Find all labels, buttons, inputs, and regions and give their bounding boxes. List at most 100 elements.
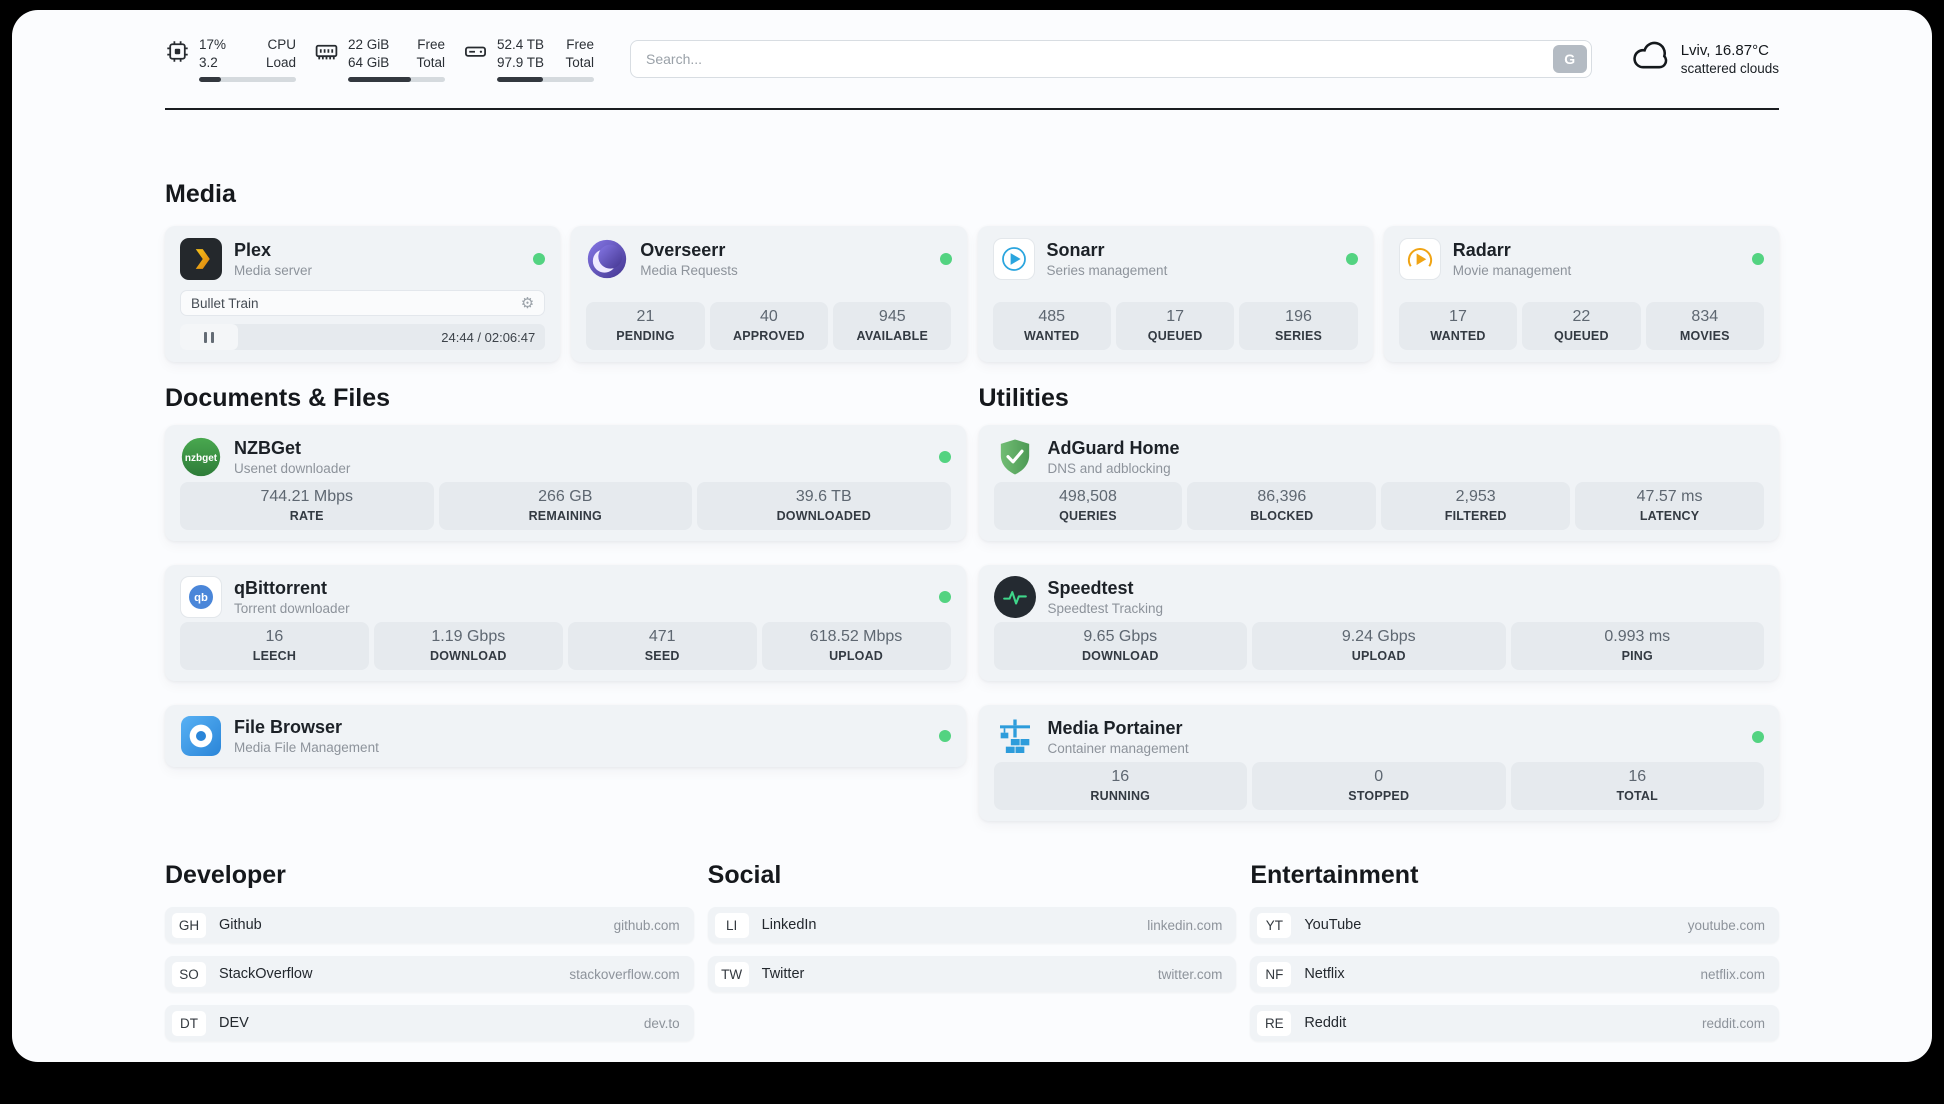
app-title: File Browser <box>234 717 343 738</box>
radarr-card[interactable]: Radarr Movie management 17 WANTED 22 QUE… <box>1383 226 1779 363</box>
section-title-social: Social <box>707 861 782 890</box>
sonarr-icon <box>992 238 1035 281</box>
stat-latency: 47.57 ms LATENCY <box>1575 482 1764 531</box>
cpu-usage-bar-fill <box>199 77 222 83</box>
weather-condition: scattered clouds <box>1680 61 1779 77</box>
storage-usage-bar-fill <box>497 77 543 83</box>
stat-available: 945 AVAILABLE <box>833 302 952 351</box>
search-engine-button[interactable]: G <box>1552 45 1587 74</box>
sonarr-card[interactable]: Sonarr Series management 485 WANTED 17 Q… <box>977 226 1373 363</box>
dashboard-page: 17% 3.2 CPU Load <box>12 10 1932 1062</box>
qbittorrent-icon: qb <box>180 576 222 619</box>
app-title: Speedtest <box>1047 578 1134 599</box>
storage-usage-bar <box>497 77 594 83</box>
portainer-icon <box>994 716 1036 758</box>
section-title-utilities: Utilities <box>978 384 1069 413</box>
adguard-icon <box>994 436 1036 478</box>
cpu-widget: 17% 3.2 CPU Load <box>165 36 296 83</box>
portainer-card[interactable]: Media Portainer Container management 16 … <box>978 705 1779 822</box>
stat-filtered: 2,953 FILTERED <box>1381 482 1571 531</box>
app-subtitle: Movie management <box>1452 263 1572 279</box>
cpu-load-value: 3.2 <box>199 54 218 70</box>
storage-total-value: 97.9 TB <box>497 54 545 70</box>
stat-running: 16 RUNNING <box>993 762 1247 811</box>
svg-text:nzbget: nzbget <box>185 453 218 464</box>
stat-queries: 498,508 QUERIES <box>993 482 1183 531</box>
storage-widget: 52.4 TB 97.9 TB Free Total <box>463 36 594 83</box>
status-dot <box>1752 731 1764 744</box>
app-subtitle: Media Requests <box>640 263 738 279</box>
stat-queued: 22 QUEUED <box>1522 302 1641 351</box>
app-subtitle: Media File Management <box>234 740 379 756</box>
entertainment-column: Entertainment YT YouTube youtube.com NF … <box>1250 861 1779 1042</box>
weather-location: Lviv, 16.87°C <box>1680 42 1769 60</box>
section-title-documents: Documents & Files <box>165 384 391 413</box>
cpu-label-top: CPU <box>267 37 296 52</box>
memory-label-bottom: Total <box>416 54 445 70</box>
app-title: qBittorrent <box>234 578 327 599</box>
stat-blocked: 86,396 BLOCKED <box>1187 482 1377 531</box>
stackoverflow-badge: SO <box>172 961 206 987</box>
social-column: Social LI LinkedIn linkedin.com TW Twitt… <box>707 861 1237 993</box>
link-reddit[interactable]: RE Reddit reddit.com <box>1250 1005 1779 1042</box>
status-dot <box>938 591 951 604</box>
adguard-card[interactable]: AdGuard Home DNS and adblocking 498,508 … <box>978 425 1779 542</box>
speedtest-card[interactable]: Speedtest Speedtest Tracking 9.65 Gbps D… <box>978 565 1779 682</box>
link-netflix[interactable]: NF Netflix netflix.com <box>1250 956 1779 993</box>
link-youtube[interactable]: YT YouTube youtube.com <box>1250 907 1779 944</box>
radarr-icon <box>1398 238 1441 281</box>
link-twitter[interactable]: TW Twitter twitter.com <box>707 956 1237 993</box>
system-widgets: 17% 3.2 CPU Load <box>165 36 594 83</box>
memory-usage-bar <box>348 77 445 83</box>
status-dot <box>938 451 951 464</box>
nzbget-card[interactable]: nzbget NZBGet Usenet downloader 744.21 M… <box>165 425 966 542</box>
status-dot <box>938 730 951 743</box>
stat-upload: 9.24 Gbps UPLOAD <box>1252 622 1506 671</box>
app-subtitle: Container management <box>1047 741 1189 757</box>
stat-download: 1.19 Gbps DOWNLOAD <box>373 622 563 671</box>
reddit-badge: RE <box>1257 1010 1292 1036</box>
search-bar: G <box>630 40 1592 79</box>
memory-free-value: 22 GiB <box>348 37 390 52</box>
header: 17% 3.2 CPU Load <box>165 36 1779 83</box>
twitter-badge: TW <box>714 961 749 987</box>
nzbget-icon: nzbget <box>180 436 222 478</box>
section-title-developer: Developer <box>165 861 286 890</box>
memory-widget: 22 GiB 64 GiB Free Total <box>314 36 445 83</box>
stat-movies: 834 MOVIES <box>1645 302 1764 351</box>
app-subtitle: Usenet downloader <box>234 461 351 477</box>
section-title-entertainment: Entertainment <box>1250 861 1419 890</box>
app-subtitle: Torrent downloader <box>234 601 350 617</box>
app-title: Plex <box>234 240 272 261</box>
app-title: AdGuard Home <box>1047 438 1180 459</box>
search-input[interactable] <box>630 40 1592 79</box>
weather-widget: Lviv, 16.87°C scattered clouds <box>1628 40 1779 79</box>
gear-icon[interactable]: ⚙ <box>520 294 535 312</box>
linkedin-badge: LI <box>714 912 749 938</box>
pause-button[interactable] <box>180 324 238 351</box>
stat-rate: 744.21 Mbps RATE <box>180 482 434 531</box>
stat-wanted: 17 WANTED <box>1398 302 1518 351</box>
overseerr-card[interactable]: Overseerr Media Requests 21 PENDING 40 A… <box>571 226 967 363</box>
cpu-label-bottom: Load <box>265 54 296 70</box>
section-title-media: Media <box>165 180 236 209</box>
hard-drive-icon <box>463 36 488 82</box>
link-linkedin[interactable]: LI LinkedIn linkedin.com <box>707 907 1237 944</box>
netflix-badge: NF <box>1257 961 1292 987</box>
link-github[interactable]: GH Github github.com <box>165 907 694 944</box>
link-dev[interactable]: DT DEV dev.to <box>165 1005 694 1042</box>
app-title: Media Portainer <box>1047 718 1183 739</box>
memory-label-top: Free <box>417 37 445 52</box>
svg-text:qb: qb <box>194 592 208 604</box>
stat-leech: 16 LEECH <box>180 622 369 671</box>
app-title: Radarr <box>1452 240 1511 261</box>
link-stackoverflow[interactable]: SO StackOverflow stackoverflow.com <box>165 956 694 993</box>
documents-column: Documents & Files nzbget <box>165 384 966 821</box>
app-title: Sonarr <box>1046 240 1105 261</box>
qbittorrent-card[interactable]: qb qBittorrent Torrent downloader 16 LEE… <box>165 565 966 682</box>
cpu-icon <box>165 36 190 82</box>
plex-card[interactable]: Plex Media server Bullet Train ⚙ 24:44 /… <box>165 226 561 363</box>
storage-label-bottom: Total <box>565 54 594 70</box>
stat-remaining: 266 GB REMAINING <box>438 482 692 531</box>
filebrowser-card[interactable]: File Browser Media File Management <box>165 705 966 768</box>
